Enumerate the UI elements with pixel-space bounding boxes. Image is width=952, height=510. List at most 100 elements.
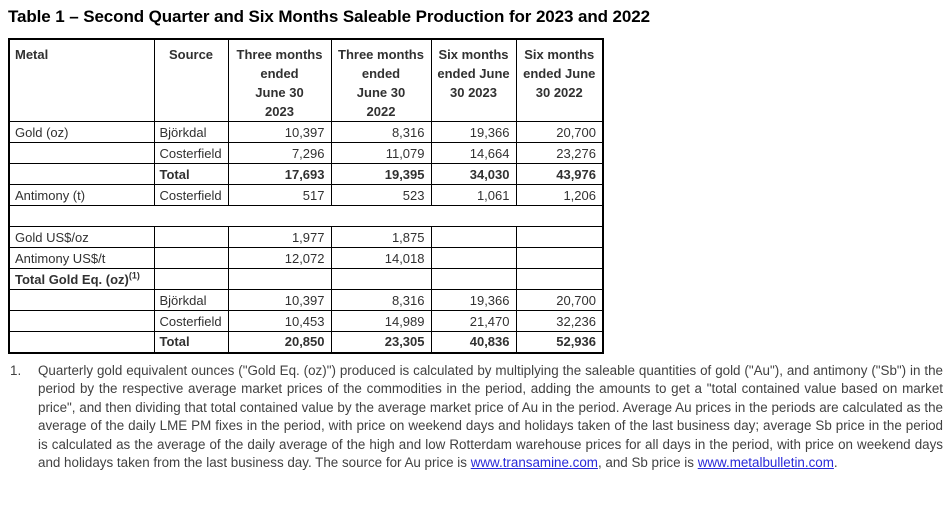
table-row-goldeq-costerfield: Costerfield 10,453 14,989 21,470 32,236 bbox=[8, 310, 604, 332]
table-row-gold-eq-header: Total Gold Eq. (oz)(1) bbox=[8, 268, 604, 290]
spacer-row bbox=[8, 205, 604, 227]
cell-source: Costerfield bbox=[153, 310, 229, 332]
cell-source bbox=[153, 268, 229, 290]
header-source: Source bbox=[153, 38, 229, 122]
cell-value: 11,079 bbox=[330, 142, 432, 164]
cell-value: 23,305 bbox=[330, 331, 432, 353]
page-title: Table 1 – Second Quarter and Six Months … bbox=[8, 7, 650, 26]
cell-value bbox=[515, 268, 604, 290]
cell-metal bbox=[8, 289, 155, 311]
gold-eq-label: Total Gold Eq. (oz) bbox=[15, 271, 129, 287]
cell-value: 8,316 bbox=[330, 121, 432, 143]
metalbulletin-link[interactable]: www.metalbulletin.com bbox=[697, 455, 834, 471]
cell-value bbox=[330, 268, 432, 290]
header-line: June 30 bbox=[255, 85, 304, 100]
cell-value: 523 bbox=[330, 184, 432, 206]
cell-source: Total bbox=[153, 163, 229, 185]
footnote-text-segment: , and Sb price is bbox=[597, 455, 698, 471]
cell-value: 7,296 bbox=[227, 142, 332, 164]
cell-value bbox=[430, 247, 517, 269]
cell-value: 34,030 bbox=[430, 163, 517, 185]
cell-source: Costerfield bbox=[153, 184, 229, 206]
cell-source: Björkdal bbox=[153, 121, 229, 143]
header-line: Three months bbox=[338, 47, 424, 62]
table-header-row: Metal Source Three months ended June 30 … bbox=[8, 38, 604, 122]
table-row-gold-bjorkdal: Gold (oz) Björkdal 10,397 8,316 19,366 2… bbox=[8, 121, 604, 143]
cell-source: Total bbox=[153, 331, 229, 353]
header-line: 30 2022 bbox=[535, 85, 583, 100]
footnote: 1. Quarterly gold equivalent ounces ("Go… bbox=[10, 362, 943, 474]
table-row-antimony: Antimony (t) Costerfield 517 523 1,061 1… bbox=[8, 184, 604, 206]
cell-metal: Antimony (t) bbox=[8, 184, 155, 206]
cell-value: 1,977 bbox=[227, 226, 332, 248]
cell-value: 12,072 bbox=[227, 247, 332, 269]
cell-value: 10,397 bbox=[227, 121, 332, 143]
header-line: 30 2023 bbox=[450, 85, 497, 100]
header-line: June 30 bbox=[356, 85, 406, 100]
header-line: ended June bbox=[437, 66, 510, 81]
cell-value: 19,366 bbox=[430, 289, 517, 311]
cell-source bbox=[153, 247, 229, 269]
cell-value: 10,453 bbox=[227, 310, 332, 332]
cell-metal: Gold (oz) bbox=[8, 121, 155, 143]
header-line: ended June bbox=[523, 66, 596, 81]
cell-metal: Gold US$/oz bbox=[8, 226, 155, 248]
cell-source: Costerfield bbox=[153, 142, 229, 164]
cell-value: 43,976 bbox=[515, 163, 604, 185]
footnote-marker: 1. bbox=[10, 362, 22, 378]
cell-value: 8,316 bbox=[330, 289, 432, 311]
spacer-cell bbox=[8, 205, 604, 227]
cell-value: 14,989 bbox=[330, 310, 432, 332]
cell-value: 52,936 bbox=[515, 331, 604, 353]
cell-value: 20,700 bbox=[515, 289, 604, 311]
header-metal: Metal bbox=[8, 38, 155, 122]
production-table: Metal Source Three months ended June 30 … bbox=[8, 38, 604, 354]
cell-value: 21,470 bbox=[430, 310, 517, 332]
header-line: 2023 bbox=[265, 104, 294, 119]
cell-value: 19,395 bbox=[330, 163, 432, 185]
transamine-link[interactable]: www.transamine.com bbox=[470, 455, 598, 471]
cell-value bbox=[430, 226, 517, 248]
cell-value: 23,276 bbox=[515, 142, 604, 164]
footnote-text: Quarterly gold equivalent ounces ("Gold … bbox=[38, 362, 943, 474]
cell-metal bbox=[8, 142, 155, 164]
cell-value: 17,693 bbox=[227, 163, 332, 185]
table-row-gold-costerfield: Costerfield 7,296 11,079 14,664 23,276 bbox=[8, 142, 604, 164]
cell-value: 32,236 bbox=[515, 310, 604, 332]
cell-value: 14,664 bbox=[430, 142, 517, 164]
header-line: ended bbox=[260, 66, 299, 81]
table-row-gold-total: Total 17,693 19,395 34,030 43,976 bbox=[8, 163, 604, 185]
header-line: Six months bbox=[524, 47, 595, 62]
footnote-text-segment: . bbox=[833, 455, 838, 471]
header-line: Six months bbox=[438, 47, 509, 62]
cell-value: 20,700 bbox=[515, 121, 604, 143]
cell-value: 10,397 bbox=[227, 289, 332, 311]
cell-value bbox=[515, 247, 604, 269]
footnote-text-segment: Quarterly gold equivalent ounces ("Gold … bbox=[38, 362, 943, 471]
cell-metal: Antimony US$/t bbox=[8, 247, 155, 269]
table-row-gold-price: Gold US$/oz 1,977 1,875 bbox=[8, 226, 604, 248]
cell-value: 1,875 bbox=[330, 226, 432, 248]
cell-value: 19,366 bbox=[430, 121, 517, 143]
cell-metal bbox=[8, 310, 155, 332]
header-six-months-2023: Six months ended June 30 2023 bbox=[430, 38, 517, 122]
table-row-antimony-price: Antimony US$/t 12,072 14,018 bbox=[8, 247, 604, 269]
cell-metal: Total Gold Eq. (oz)(1) bbox=[8, 268, 155, 290]
header-line: 2022 bbox=[366, 104, 396, 119]
cell-value: 517 bbox=[227, 184, 332, 206]
cell-value: 1,061 bbox=[430, 184, 517, 206]
cell-value bbox=[430, 268, 517, 290]
cell-value bbox=[227, 268, 332, 290]
cell-metal bbox=[8, 331, 155, 353]
table-row-goldeq-bjorkdal: Björkdal 10,397 8,316 19,366 20,700 bbox=[8, 289, 604, 311]
cell-value: 1,206 bbox=[515, 184, 604, 206]
cell-value bbox=[515, 226, 604, 248]
cell-source: Björkdal bbox=[153, 289, 229, 311]
table-row-goldeq-total: Total 20,850 23,305 40,836 52,936 bbox=[8, 331, 604, 353]
cell-metal bbox=[8, 163, 155, 185]
cell-value: 14,018 bbox=[330, 247, 432, 269]
header-six-months-2022: Six months ended June 30 2022 bbox=[515, 38, 604, 122]
header-line: ended bbox=[361, 66, 401, 81]
cell-source bbox=[153, 226, 229, 248]
header-three-months-2023: Three months ended June 30 2023 bbox=[227, 38, 332, 122]
